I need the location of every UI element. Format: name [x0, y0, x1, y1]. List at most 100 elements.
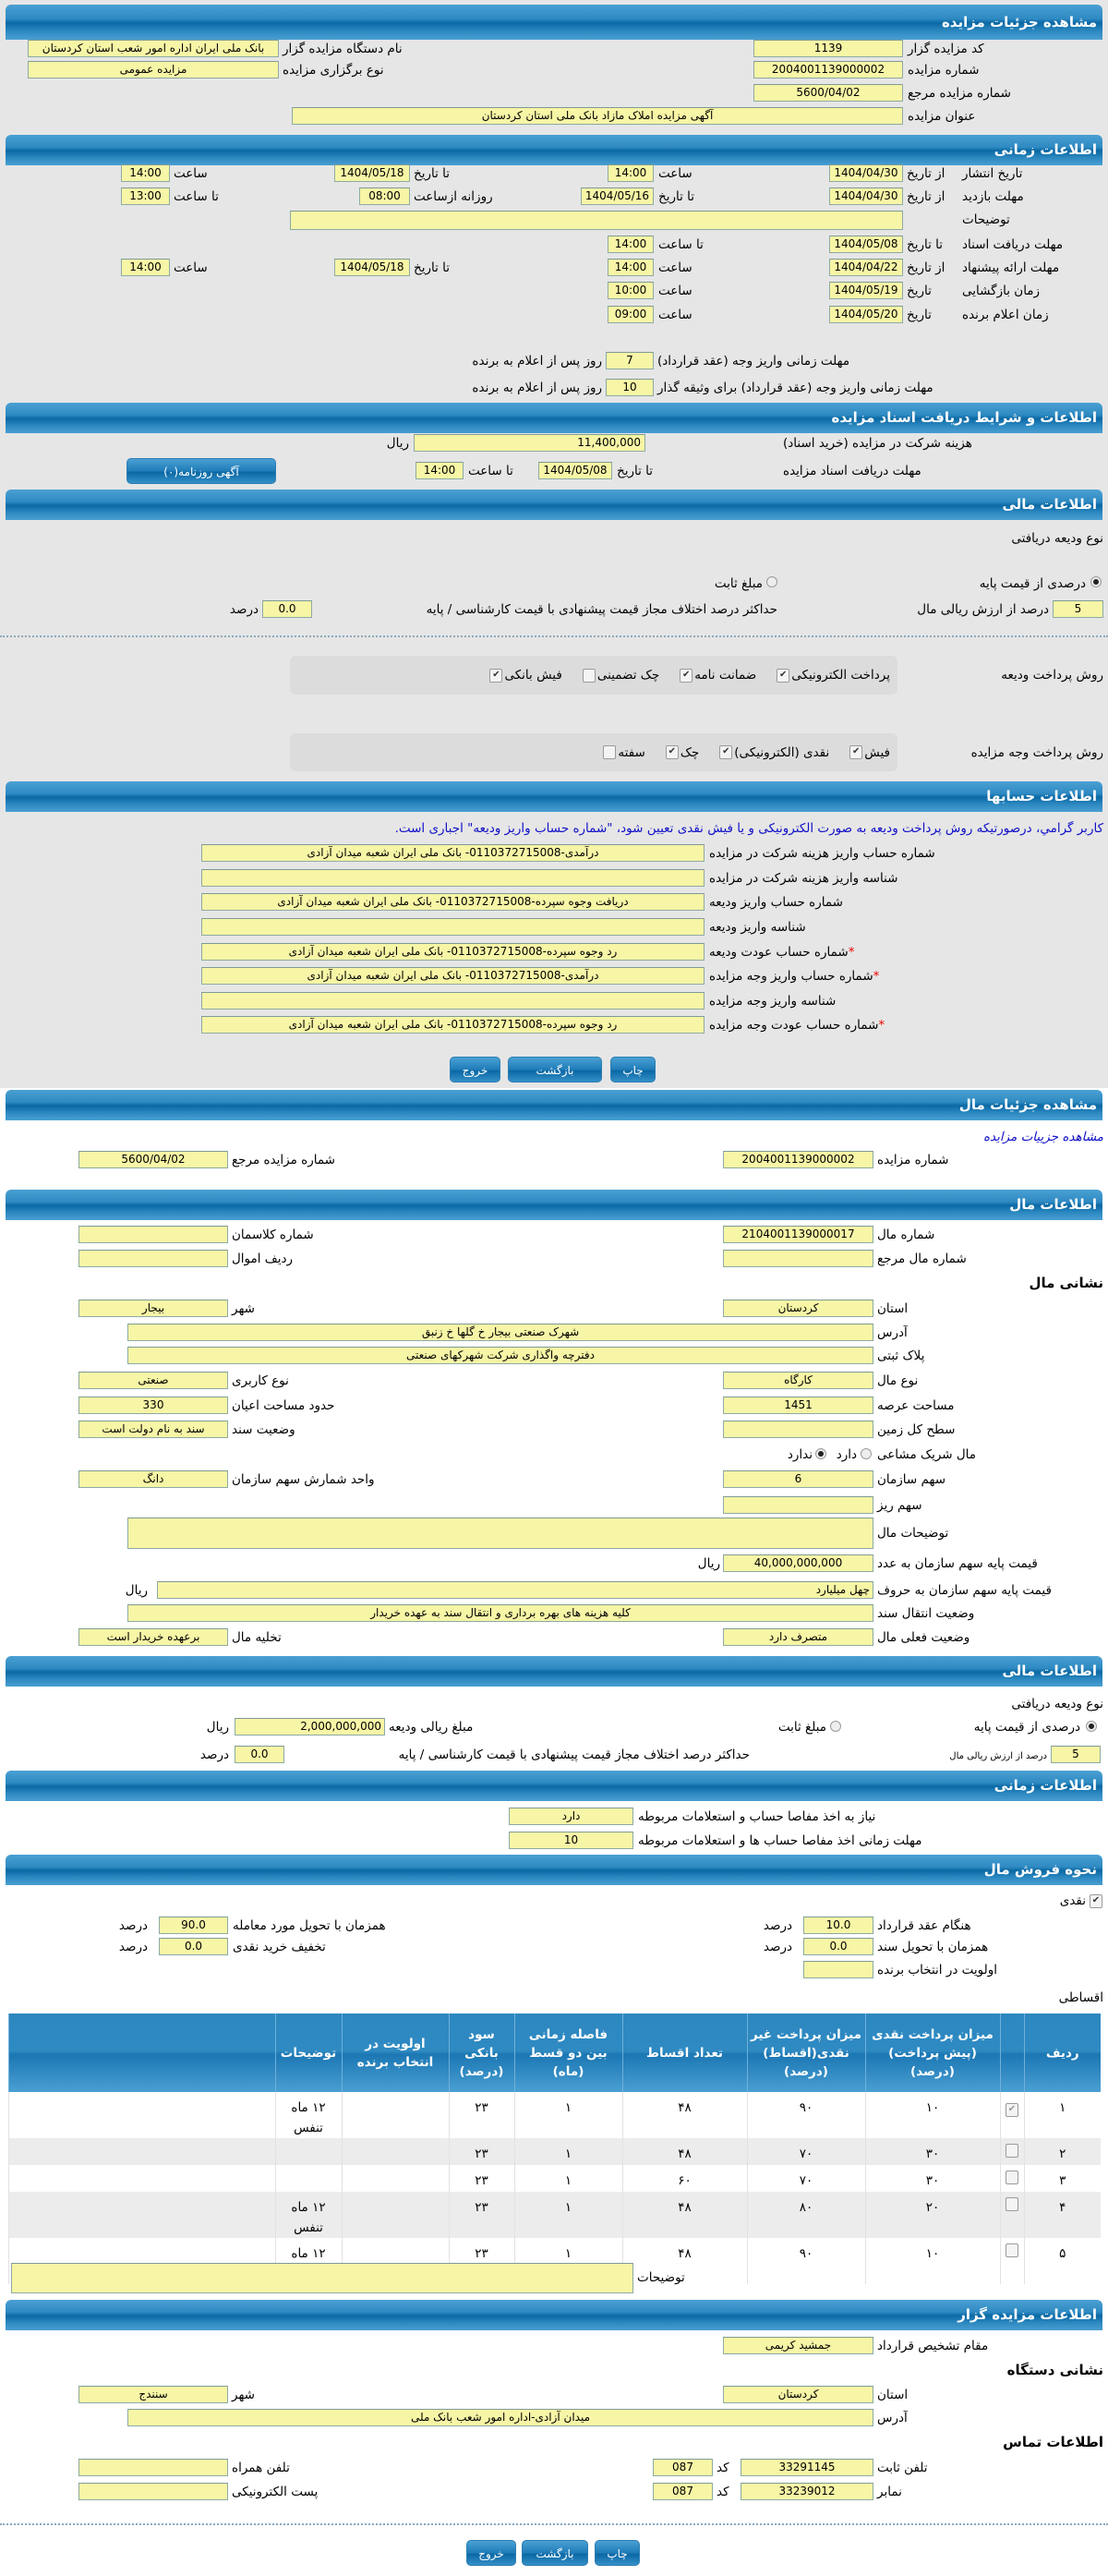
percent-of-base-radio[interactable] — [1090, 576, 1102, 587]
auction-ref-field[interactable]: 5600/04/02 — [753, 84, 903, 102]
shared-no-radio[interactable] — [815, 1448, 826, 1459]
payment-option[interactable]: ✔ چک — [665, 745, 699, 760]
winner-date[interactable]: 1404/05/20 — [829, 306, 903, 323]
max-diff-field[interactable]: 0.0 — [262, 600, 312, 618]
auctioneer-code-field[interactable]: 1139 — [753, 40, 903, 57]
payment-option[interactable]: ✔ فیش — [849, 745, 890, 760]
desc-field[interactable] — [127, 1518, 873, 1549]
checkbox[interactable]: ✔ — [680, 668, 693, 683]
auction-type-field[interactable]: مزایده عمومی — [28, 61, 279, 79]
shared-yes-radio[interactable] — [861, 1448, 872, 1459]
checkbox[interactable] — [1006, 2197, 1018, 2211]
exit-button[interactable]: خروج — [450, 1057, 500, 1082]
checkbox[interactable]: ✔ — [1006, 2103, 1018, 2117]
exit-button-bottom[interactable]: خروج — [466, 2540, 516, 2566]
contract-percent-field[interactable]: 10.0 — [803, 1917, 873, 1934]
account-field[interactable]: دریافت وجوه سپرده-0110372715008- بانک مل… — [201, 893, 705, 911]
opening-date[interactable]: 1404/05/19 — [829, 282, 903, 299]
offer-from-date[interactable]: 1404/04/22 — [829, 259, 903, 276]
checkbox[interactable]: ✔ — [849, 745, 863, 759]
payment-option[interactable]: چک تضمینی — [582, 668, 659, 683]
sale-description-field[interactable] — [11, 2263, 633, 2293]
checkbox[interactable] — [582, 668, 596, 683]
delivery-percent-field[interactable]: 90.0 — [159, 1917, 228, 1934]
auth-field[interactable]: جمشید کریمی — [723, 2337, 873, 2354]
evac-field[interactable]: برعهده خریدار است — [78, 1628, 228, 1646]
auctioneer-org-field[interactable]: بانک ملی ایران اداره امور شعب استان کردس… — [28, 40, 279, 57]
row-checkbox[interactable] — [999, 2138, 1024, 2165]
addr-field[interactable]: شهرک صنعتی بیجار خ گلها خ زنبق — [127, 1324, 873, 1341]
city-field[interactable]: سنندج — [78, 2386, 228, 2403]
deposit-amount-field[interactable]: 2,000,000,000 — [235, 1718, 385, 1735]
clearance-deadline-field[interactable]: 10 — [509, 1832, 633, 1849]
auction-details-link[interactable]: مشاهده جزییات مزایده — [982, 1130, 1103, 1144]
publish-from-time[interactable]: 14:00 — [608, 164, 654, 182]
tel-field[interactable]: 33291145 — [741, 2459, 873, 2476]
mobile-field[interactable] — [78, 2459, 228, 2476]
checkbox[interactable] — [1006, 2171, 1018, 2184]
deposit-percent-field[interactable]: 5 — [1053, 600, 1103, 618]
back-button[interactable]: بازگشت — [508, 1057, 602, 1082]
auction-subject-field[interactable]: آگهی مزایده املاک مازاد بانک ملی استان ک… — [292, 107, 903, 125]
row-checkbox[interactable] — [999, 2192, 1024, 2238]
docs-deadline-time[interactable]: 14:00 — [416, 462, 464, 479]
checkbox[interactable]: ✔ — [665, 745, 679, 759]
print-button[interactable]: چاپ — [610, 1057, 656, 1082]
cash-checkbox[interactable]: ✔ — [1090, 1894, 1102, 1908]
publish-from-date[interactable]: 1404/04/30 — [829, 164, 903, 182]
prov-field[interactable]: کردستان — [723, 1300, 873, 1317]
payment-option[interactable]: ✔ ضمانت نامه — [680, 668, 756, 683]
payment-option[interactable]: ✔ پرداخت الکترونیکی — [777, 668, 890, 683]
prov-field[interactable]: کردستان — [723, 2386, 873, 2403]
use-field[interactable]: صنعتی — [78, 1372, 228, 1389]
docs-to-time[interactable]: 14:00 — [608, 236, 654, 253]
org-share-field[interactable]: 6 — [723, 1470, 873, 1488]
account-field[interactable]: درآمدی-0110372715008- بانک ملی ایران شعب… — [201, 967, 705, 985]
num-field[interactable]: 2004001139000002 — [723, 1151, 873, 1168]
back-button-bottom[interactable]: بازگشت — [522, 2540, 588, 2566]
item-fixed-amount-radio[interactable] — [830, 1721, 841, 1732]
offer-to-date[interactable]: 1404/05/18 — [334, 259, 410, 276]
account-field[interactable]: رد وجوه سپرده-0110372715008- بانک ملی ای… — [201, 943, 705, 961]
opening-time[interactable]: 10:00 — [608, 282, 654, 299]
winner-priority-field[interactable] — [803, 1961, 873, 1978]
payment-option[interactable]: ✔ فیش بانکی — [489, 668, 562, 683]
offer-from-time[interactable]: 14:00 — [608, 259, 654, 276]
checkbox[interactable]: ✔ — [489, 668, 503, 683]
payment-option[interactable]: سفته — [603, 745, 645, 760]
visit-daily-from-time[interactable]: 08:00 — [359, 187, 410, 205]
id-field[interactable]: 2104001139000017 — [723, 1226, 873, 1243]
fixed-amount-radio[interactable] — [766, 576, 777, 587]
checkbox[interactable] — [1006, 2144, 1018, 2158]
row-checkbox[interactable]: ✔ — [999, 2092, 1024, 2138]
checkbox[interactable] — [1006, 2243, 1018, 2257]
account-field[interactable] — [201, 869, 705, 887]
deed-field[interactable]: سند به نام دولت است — [78, 1421, 228, 1438]
land-field[interactable] — [723, 1421, 873, 1438]
bld-field[interactable]: 330 — [78, 1397, 228, 1414]
cash-discount-field[interactable]: 0.0 — [159, 1938, 228, 1955]
plate-field[interactable]: دفترچه واگذاری شرکت شهرکهای صنعتی — [127, 1347, 873, 1364]
fax-field[interactable]: 33239012 — [741, 2483, 873, 2500]
sub-share-field[interactable] — [723, 1496, 873, 1514]
checkbox[interactable]: ✔ — [719, 745, 733, 759]
winner-time[interactable]: 09:00 — [608, 306, 654, 323]
print-button-bottom[interactable]: چاپ — [595, 2540, 640, 2566]
visit-daily-to-time[interactable]: 13:00 — [121, 187, 170, 205]
visit-to-date[interactable]: 1404/05/16 — [581, 187, 654, 205]
time-description-field[interactable] — [290, 211, 903, 230]
row-field[interactable] — [78, 1250, 228, 1267]
row-checkbox[interactable] — [999, 2165, 1024, 2192]
row-checkbox[interactable] — [999, 2238, 1024, 2284]
addr-field[interactable]: میدان آزادی-اداره امور شعب بانک ملی — [127, 2409, 873, 2426]
area-field[interactable]: 1451 — [723, 1397, 873, 1414]
collateral-payment-deadline-field[interactable]: 10 — [606, 379, 654, 396]
account-field[interactable]: رد وجوه سپرده-0110372715008- بانک ملی ای… — [201, 1016, 705, 1034]
newspaper-ad-button[interactable]: آگهی روزنامه(۰) — [126, 458, 276, 484]
account-field[interactable] — [201, 918, 705, 936]
status-field[interactable]: متصرف دارد — [723, 1628, 873, 1646]
account-field[interactable] — [201, 992, 705, 1010]
publish-to-time[interactable]: 14:00 — [121, 164, 170, 182]
unit-field[interactable]: دانگ — [78, 1470, 228, 1488]
auction-number-field[interactable]: 2004001139000002 — [753, 61, 903, 79]
